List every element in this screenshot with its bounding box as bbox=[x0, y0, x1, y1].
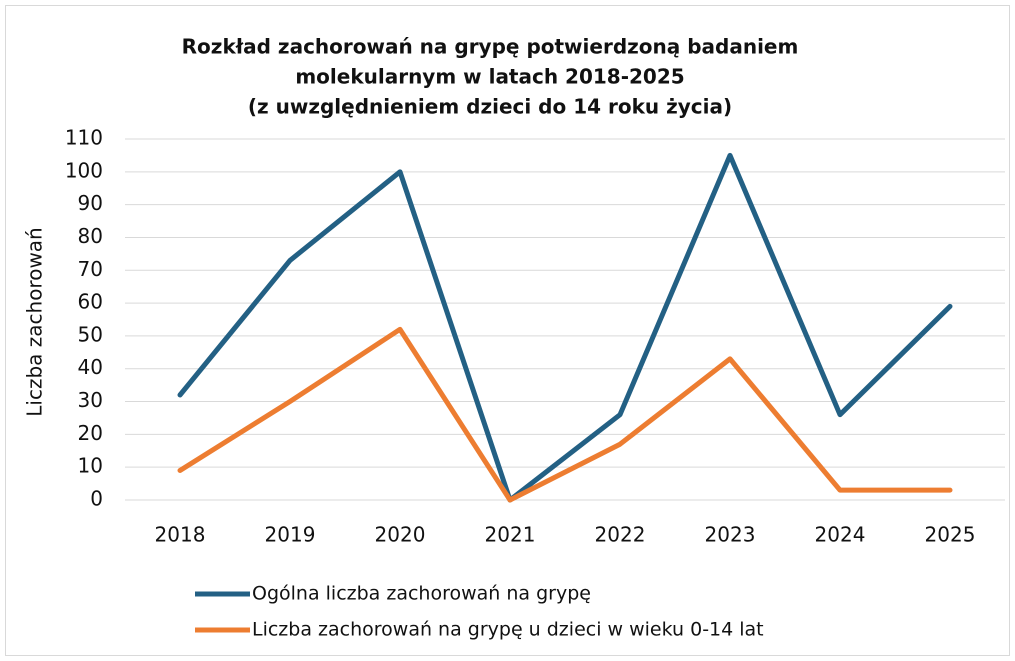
chart-title: (z uwzględnieniem dzieci do 14 roku życi… bbox=[248, 95, 732, 119]
x-tick-label: 2019 bbox=[265, 523, 316, 547]
y-tick-label: 30 bbox=[78, 388, 103, 412]
legend-label: Liczba zachorowań na grypę u dzieci w wi… bbox=[252, 619, 764, 641]
y-tick-label: 60 bbox=[78, 290, 103, 314]
x-tick-label: 2023 bbox=[705, 523, 756, 547]
legend-label: Ogólna liczba zachorowań na grypę bbox=[252, 583, 591, 605]
series-line bbox=[177, 152, 953, 503]
x-tick-label: 2025 bbox=[925, 523, 976, 547]
x-tick-label: 2018 bbox=[155, 523, 206, 547]
x-tick-label: 2021 bbox=[485, 523, 536, 547]
y-tick-label: 10 bbox=[78, 454, 103, 478]
y-tick-label: 90 bbox=[78, 191, 103, 215]
series-line bbox=[177, 326, 953, 503]
y-axis-label: Liczba zachorowań bbox=[23, 227, 47, 416]
chart-title: molekularnym w latach 2018-2025 bbox=[295, 65, 684, 89]
y-tick-label: 20 bbox=[78, 421, 103, 445]
x-tick-label: 2020 bbox=[375, 523, 426, 547]
chart-border bbox=[5, 5, 1010, 656]
chart-title: Rozkład zachorowań na grypę potwierdzoną… bbox=[182, 35, 799, 59]
y-tick-label: 100 bbox=[65, 158, 103, 182]
x-tick-label: 2022 bbox=[595, 523, 646, 547]
y-tick-label: 40 bbox=[78, 355, 103, 379]
x-tick-label: 2024 bbox=[815, 523, 866, 547]
y-tick-label: 70 bbox=[78, 257, 103, 281]
y-tick-label: 110 bbox=[65, 126, 103, 150]
y-tick-label: 50 bbox=[78, 322, 103, 346]
y-tick-label: 80 bbox=[78, 224, 103, 248]
y-tick-label: 0 bbox=[90, 487, 103, 511]
